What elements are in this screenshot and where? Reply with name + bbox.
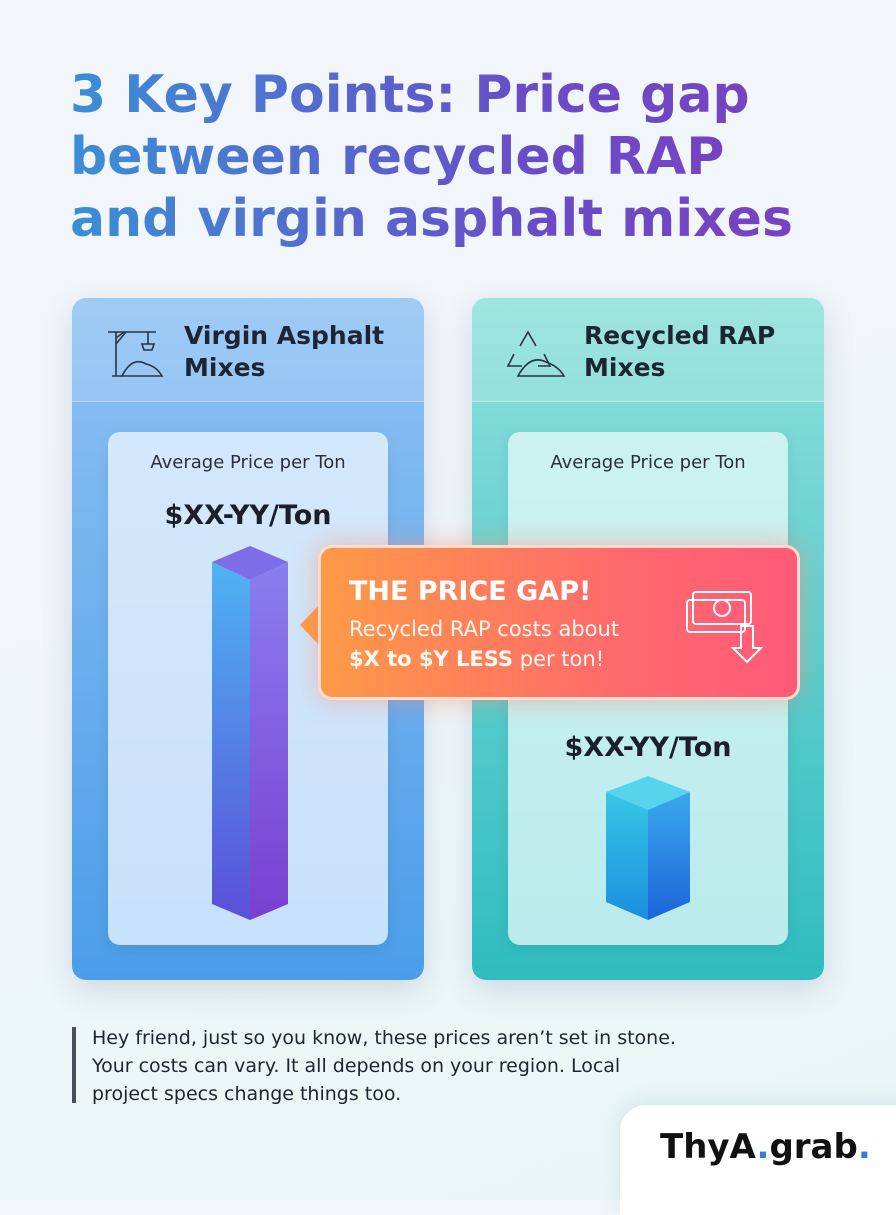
callout-text: Recycled RAP costs about $X to $Y LESS p… bbox=[349, 614, 619, 674]
callout-rest: per ton! bbox=[519, 647, 605, 671]
brand: ThyA.grab. bbox=[660, 1127, 871, 1167]
title: 3 Key Points: Price gap between recycled… bbox=[70, 64, 850, 250]
callout-emphasis: $X to $Y LESS bbox=[349, 647, 514, 671]
icon bbox=[506, 330, 566, 377]
icon bbox=[108, 331, 164, 377]
card-title: Virgin Asphalt Mixes bbox=[184, 321, 385, 382]
card-title: Recycled RAP Mixes bbox=[584, 321, 776, 382]
short-bar bbox=[606, 776, 690, 920]
note: Hey friend, just so you know, these pric… bbox=[92, 1027, 676, 1105]
brand-dot: . bbox=[857, 1127, 871, 1167]
money-icon bbox=[686, 591, 764, 664]
brand-box: ThyA.grab. bbox=[620, 1105, 896, 1215]
price-label: Average Price per Ton bbox=[550, 452, 746, 473]
brand-dot: . bbox=[756, 1127, 770, 1167]
card-header: Recycled RAP Mixes bbox=[472, 298, 824, 402]
callout: THE PRICE GAP! Recycled RAP costs about … bbox=[318, 545, 800, 700]
price: $XX-YY/Ton bbox=[564, 732, 732, 763]
price-label: Average Price per Ton bbox=[150, 452, 346, 473]
callout-line: Recycled RAP costs about bbox=[349, 617, 620, 641]
card-header: Virgin Asphalt Mixes bbox=[72, 298, 424, 402]
note-bar bbox=[72, 1027, 76, 1103]
brand-name: ThyA bbox=[660, 1127, 757, 1167]
callout-heading: THE PRICE GAP! bbox=[349, 576, 592, 607]
price: $XX-YY/Ton bbox=[164, 500, 332, 531]
brand-suffix: grab bbox=[769, 1127, 858, 1167]
callout-pointer bbox=[300, 602, 322, 648]
tall-bar bbox=[212, 546, 288, 920]
